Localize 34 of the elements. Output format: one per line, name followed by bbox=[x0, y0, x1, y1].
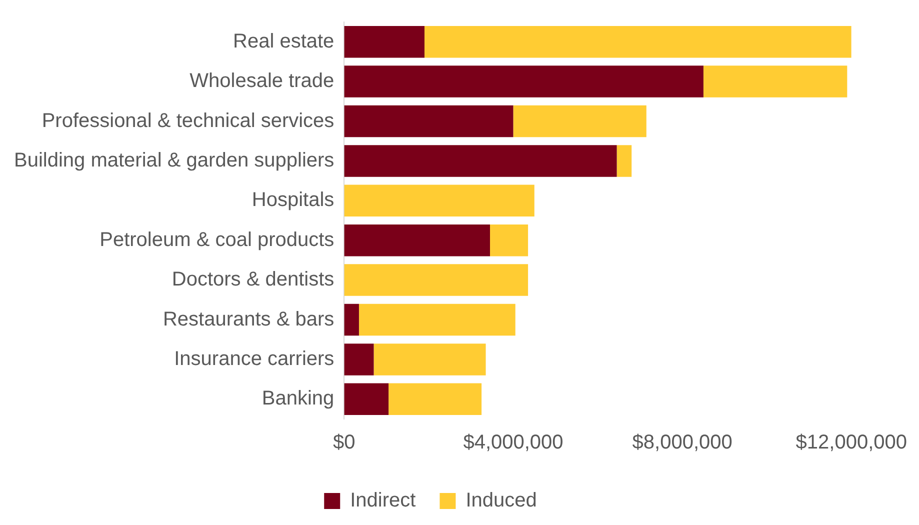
y-tick-label: Hospitals bbox=[252, 189, 334, 212]
bar bbox=[344, 344, 374, 376]
y-tick-label: Wholesale trade bbox=[190, 70, 334, 92]
bar bbox=[344, 184, 534, 217]
bar bbox=[344, 304, 359, 336]
bar bbox=[344, 383, 389, 416]
y-tick-label: Restaurants & bars bbox=[162, 308, 334, 330]
bar bbox=[424, 26, 852, 58]
y-tick-label: Professional & technical services bbox=[42, 110, 334, 132]
bar bbox=[344, 66, 704, 98]
bar bbox=[374, 344, 486, 376]
bar bbox=[388, 383, 482, 416]
x-tick-label: $0 bbox=[333, 432, 356, 454]
legend-label: Indirect bbox=[350, 490, 416, 512]
y-tick-label: Building material & garden suppliers bbox=[14, 149, 334, 172]
bar bbox=[490, 224, 528, 256]
y-tick-label: Petroleum & coal products bbox=[100, 228, 334, 251]
bar bbox=[703, 66, 848, 98]
bar bbox=[344, 264, 528, 296]
bar bbox=[358, 304, 516, 336]
bar bbox=[344, 224, 490, 256]
y-tick-label: Real estate bbox=[233, 30, 334, 52]
y-tick-label: Doctors & dentists bbox=[172, 268, 334, 291]
x-tick-label: $12,000,000 bbox=[796, 432, 908, 454]
x-tick-label: $4,000,000 bbox=[463, 432, 564, 454]
bar bbox=[344, 26, 424, 58]
legend-label: Induced bbox=[466, 490, 537, 512]
x-tick-label: $8,000,000 bbox=[632, 432, 732, 454]
bar bbox=[616, 145, 632, 177]
bar bbox=[513, 105, 646, 138]
y-tick-label: Banking bbox=[262, 388, 334, 410]
bar bbox=[344, 145, 617, 177]
bar bbox=[344, 105, 514, 138]
y-tick-label: Insurance carriers bbox=[174, 348, 334, 370]
